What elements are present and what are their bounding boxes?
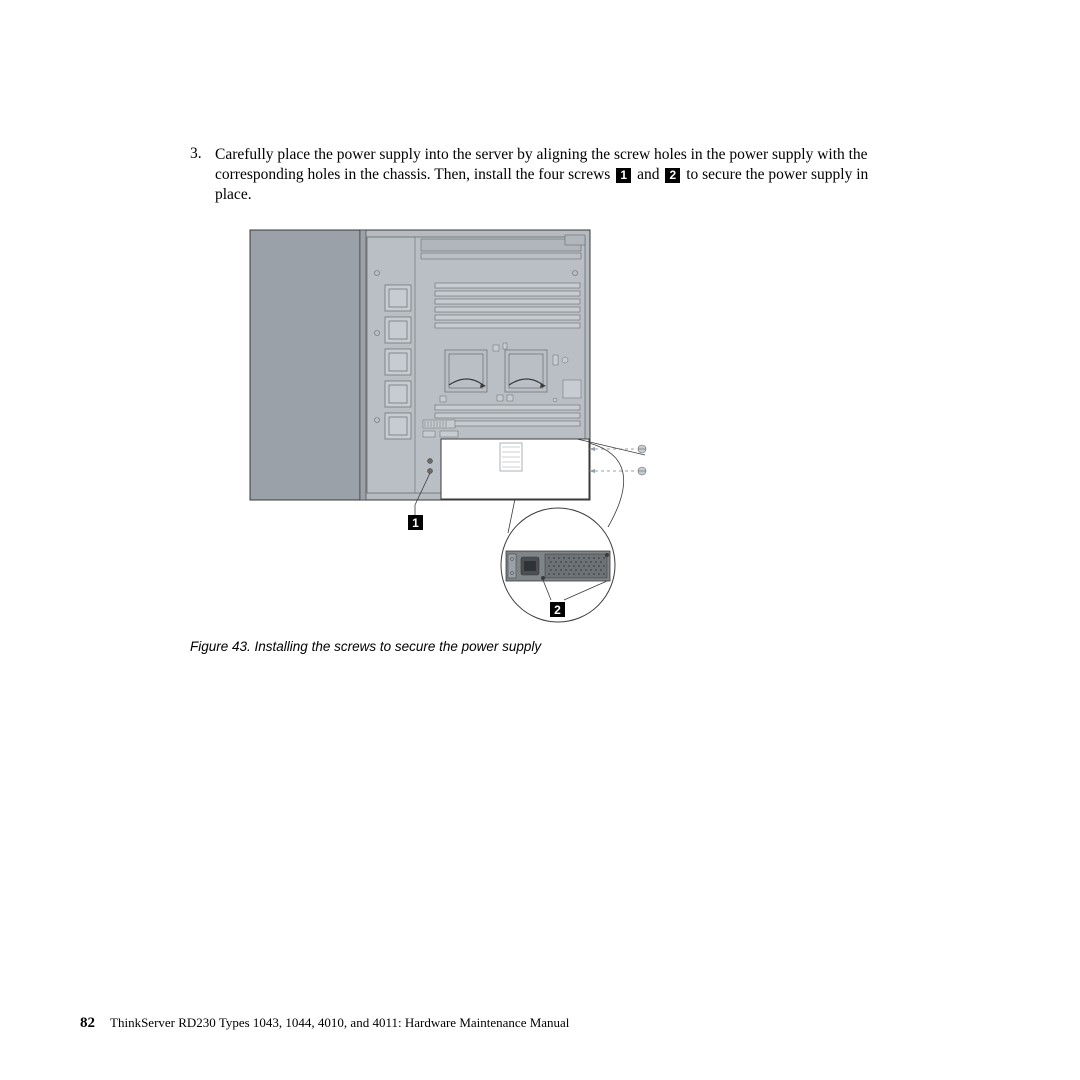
step-text: Carefully place the power supply into th…: [215, 145, 900, 205]
figure-callout-2: 2: [554, 603, 561, 617]
page-footer: 82 ThinkServer RD230 Types 1043, 1044, 4…: [80, 1015, 569, 1032]
step-number: 3.: [190, 145, 202, 163]
figure-callout-1: 1: [412, 516, 419, 530]
callout-2-inline: 2: [665, 168, 680, 183]
figure-caption: Figure 43. Installing the screws to secu…: [190, 639, 900, 654]
figure-diagram: 1: [245, 225, 685, 625]
footer-title: ThinkServer RD230 Types 1043, 1044, 4010…: [110, 1015, 569, 1030]
callout-1-inline: 1: [616, 168, 631, 183]
step-text-b: and: [633, 166, 663, 183]
page-number: 82: [80, 1015, 95, 1031]
